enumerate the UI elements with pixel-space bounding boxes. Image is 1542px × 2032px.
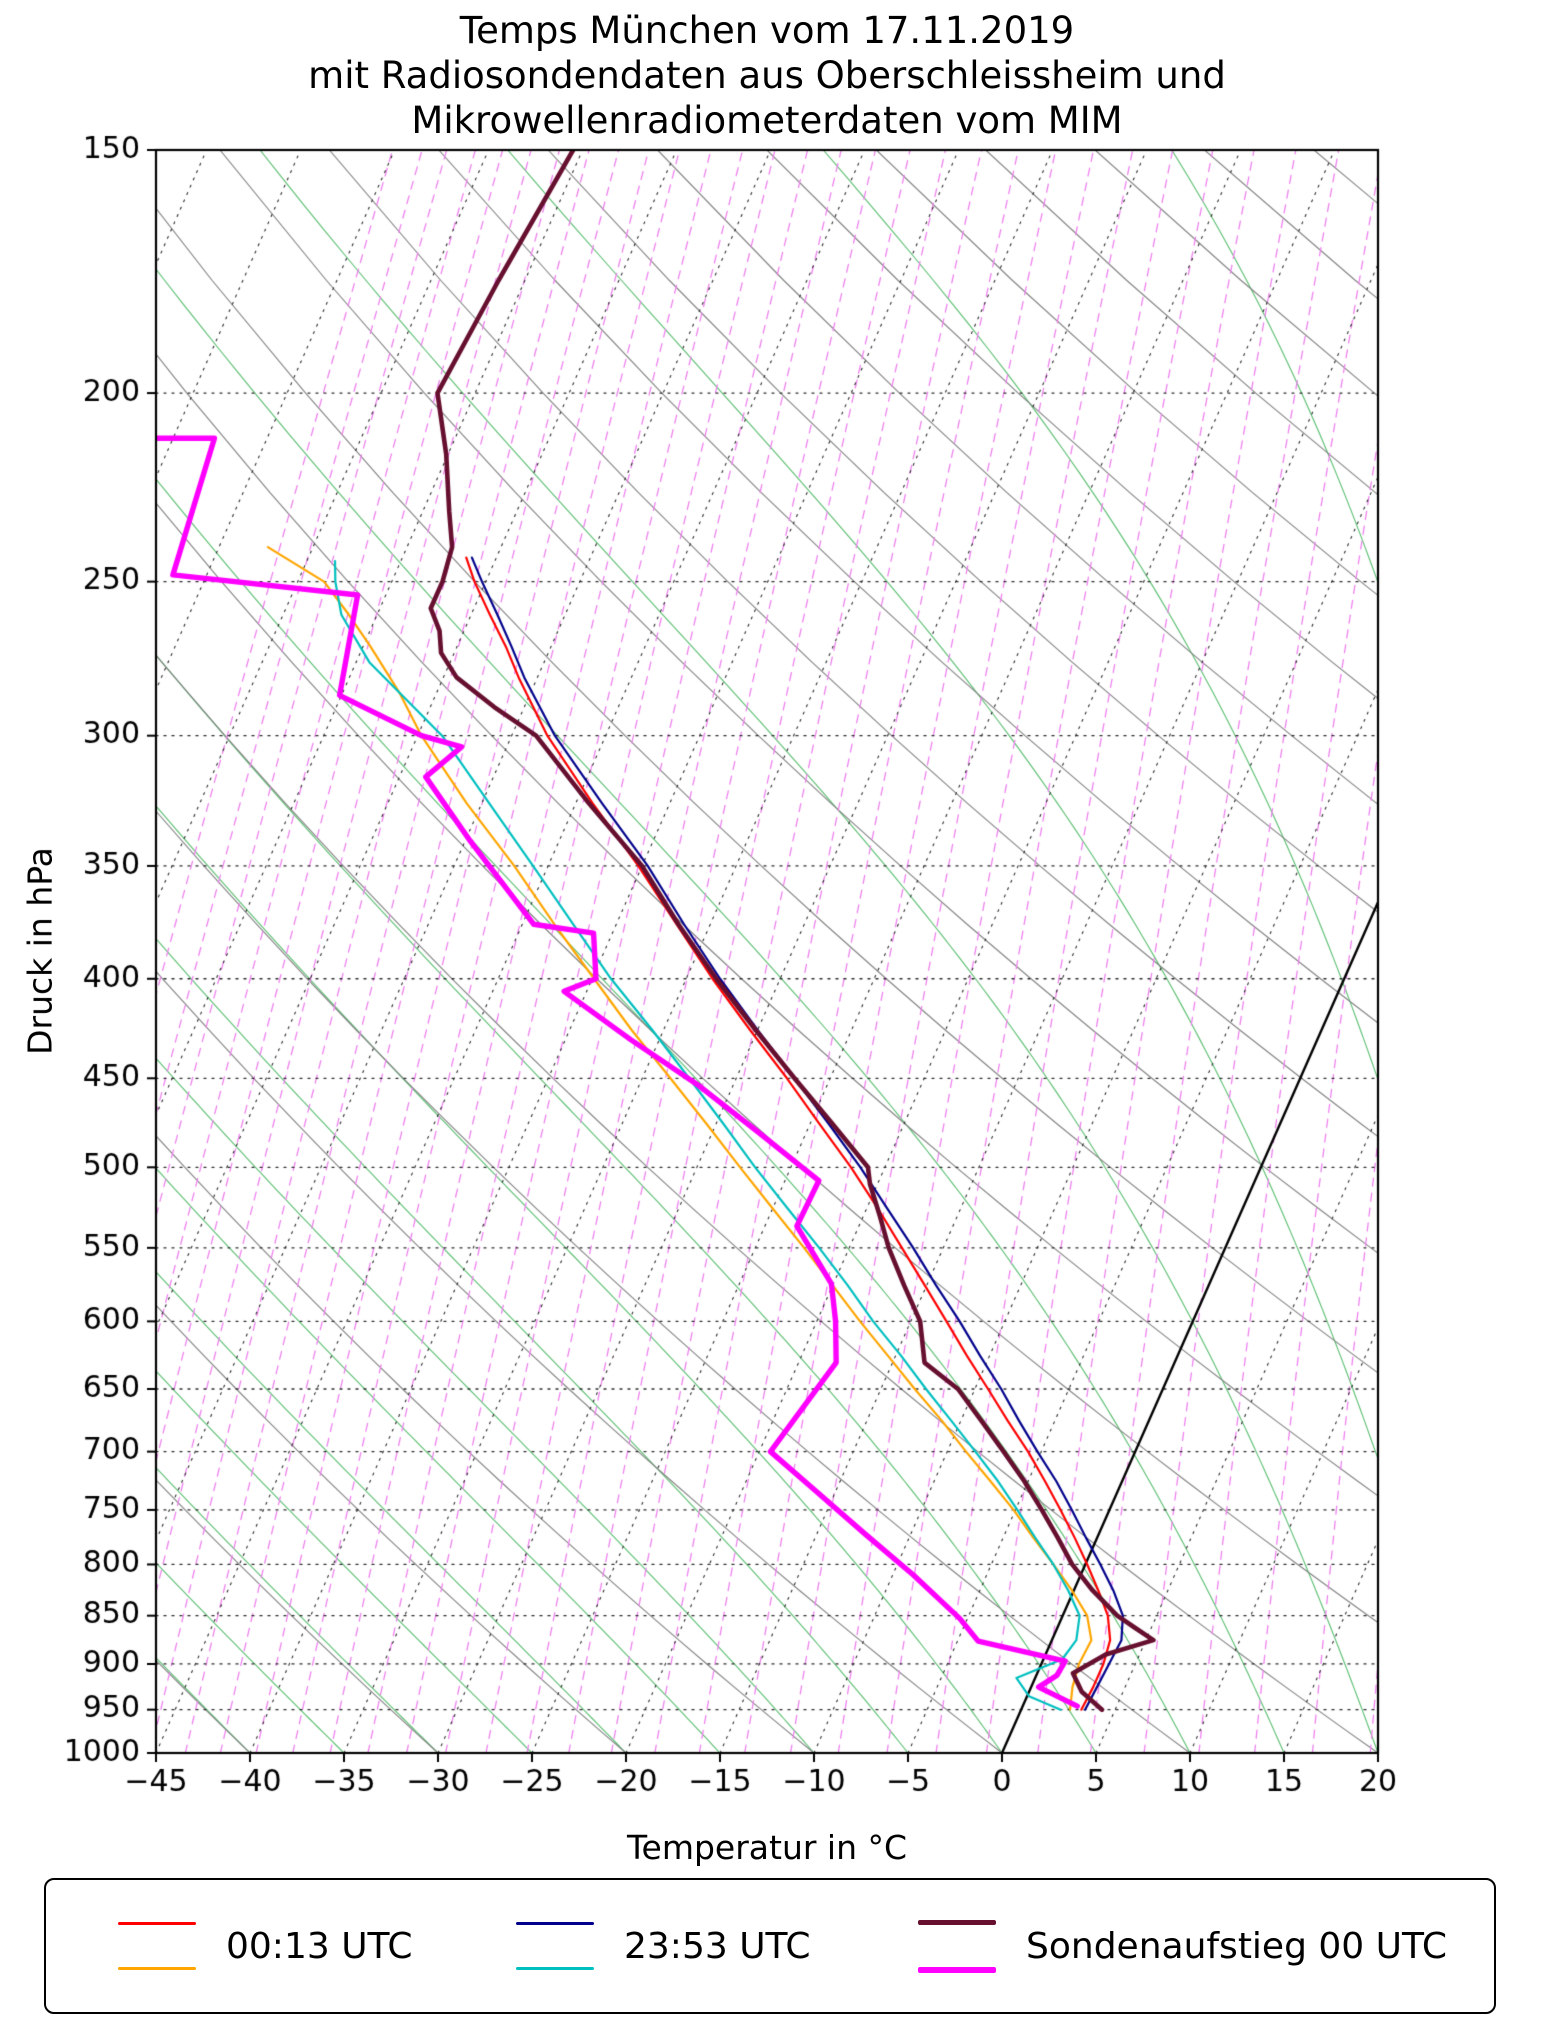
legend-dewpoint-line-icon	[918, 1966, 996, 1973]
legend-dewpoint-line-icon	[118, 1967, 196, 1970]
legend-label: 00:13 UTC	[226, 1925, 413, 1967]
chart-title: Temps München vom 17.11.2019 mit Radioso…	[308, 8, 1226, 143]
y-axis-label: Druck in hPa	[20, 847, 60, 1055]
chart-title-line3: Mikrowellenradiometerdaten vom MIM	[411, 99, 1123, 142]
legend-temp-line-icon	[918, 1919, 996, 1925]
legend-label: Sondenaufstieg 00 UTC	[1026, 1925, 1447, 1967]
x-axis-label: Temperatur in °C	[626, 1828, 908, 1867]
legend-swatch	[516, 1922, 594, 1970]
chart-title-line1: Temps München vom 17.11.2019	[459, 9, 1075, 52]
legend-entry-0013-utc: 00:13 UTC	[118, 1880, 413, 2012]
legend-swatch	[918, 1919, 996, 1973]
chart-title-line2: mit Radiosondendaten aus Oberschleisshei…	[308, 54, 1226, 97]
legend-entry-sondenaufstieg: Sondenaufstieg 00 UTC	[918, 1880, 1447, 2012]
legend-label: 23:53 UTC	[624, 1925, 811, 1967]
legend-entry-2353-utc: 23:53 UTC	[516, 1880, 811, 2012]
legend-dewpoint-line-icon	[516, 1967, 594, 1970]
legend: 00:13 UTC 23:53 UTC Sondenaufstieg 00 UT…	[44, 1878, 1496, 2014]
legend-temp-line-icon	[516, 1922, 594, 1925]
legend-swatch	[118, 1922, 196, 1970]
legend-temp-line-icon	[118, 1922, 196, 1925]
